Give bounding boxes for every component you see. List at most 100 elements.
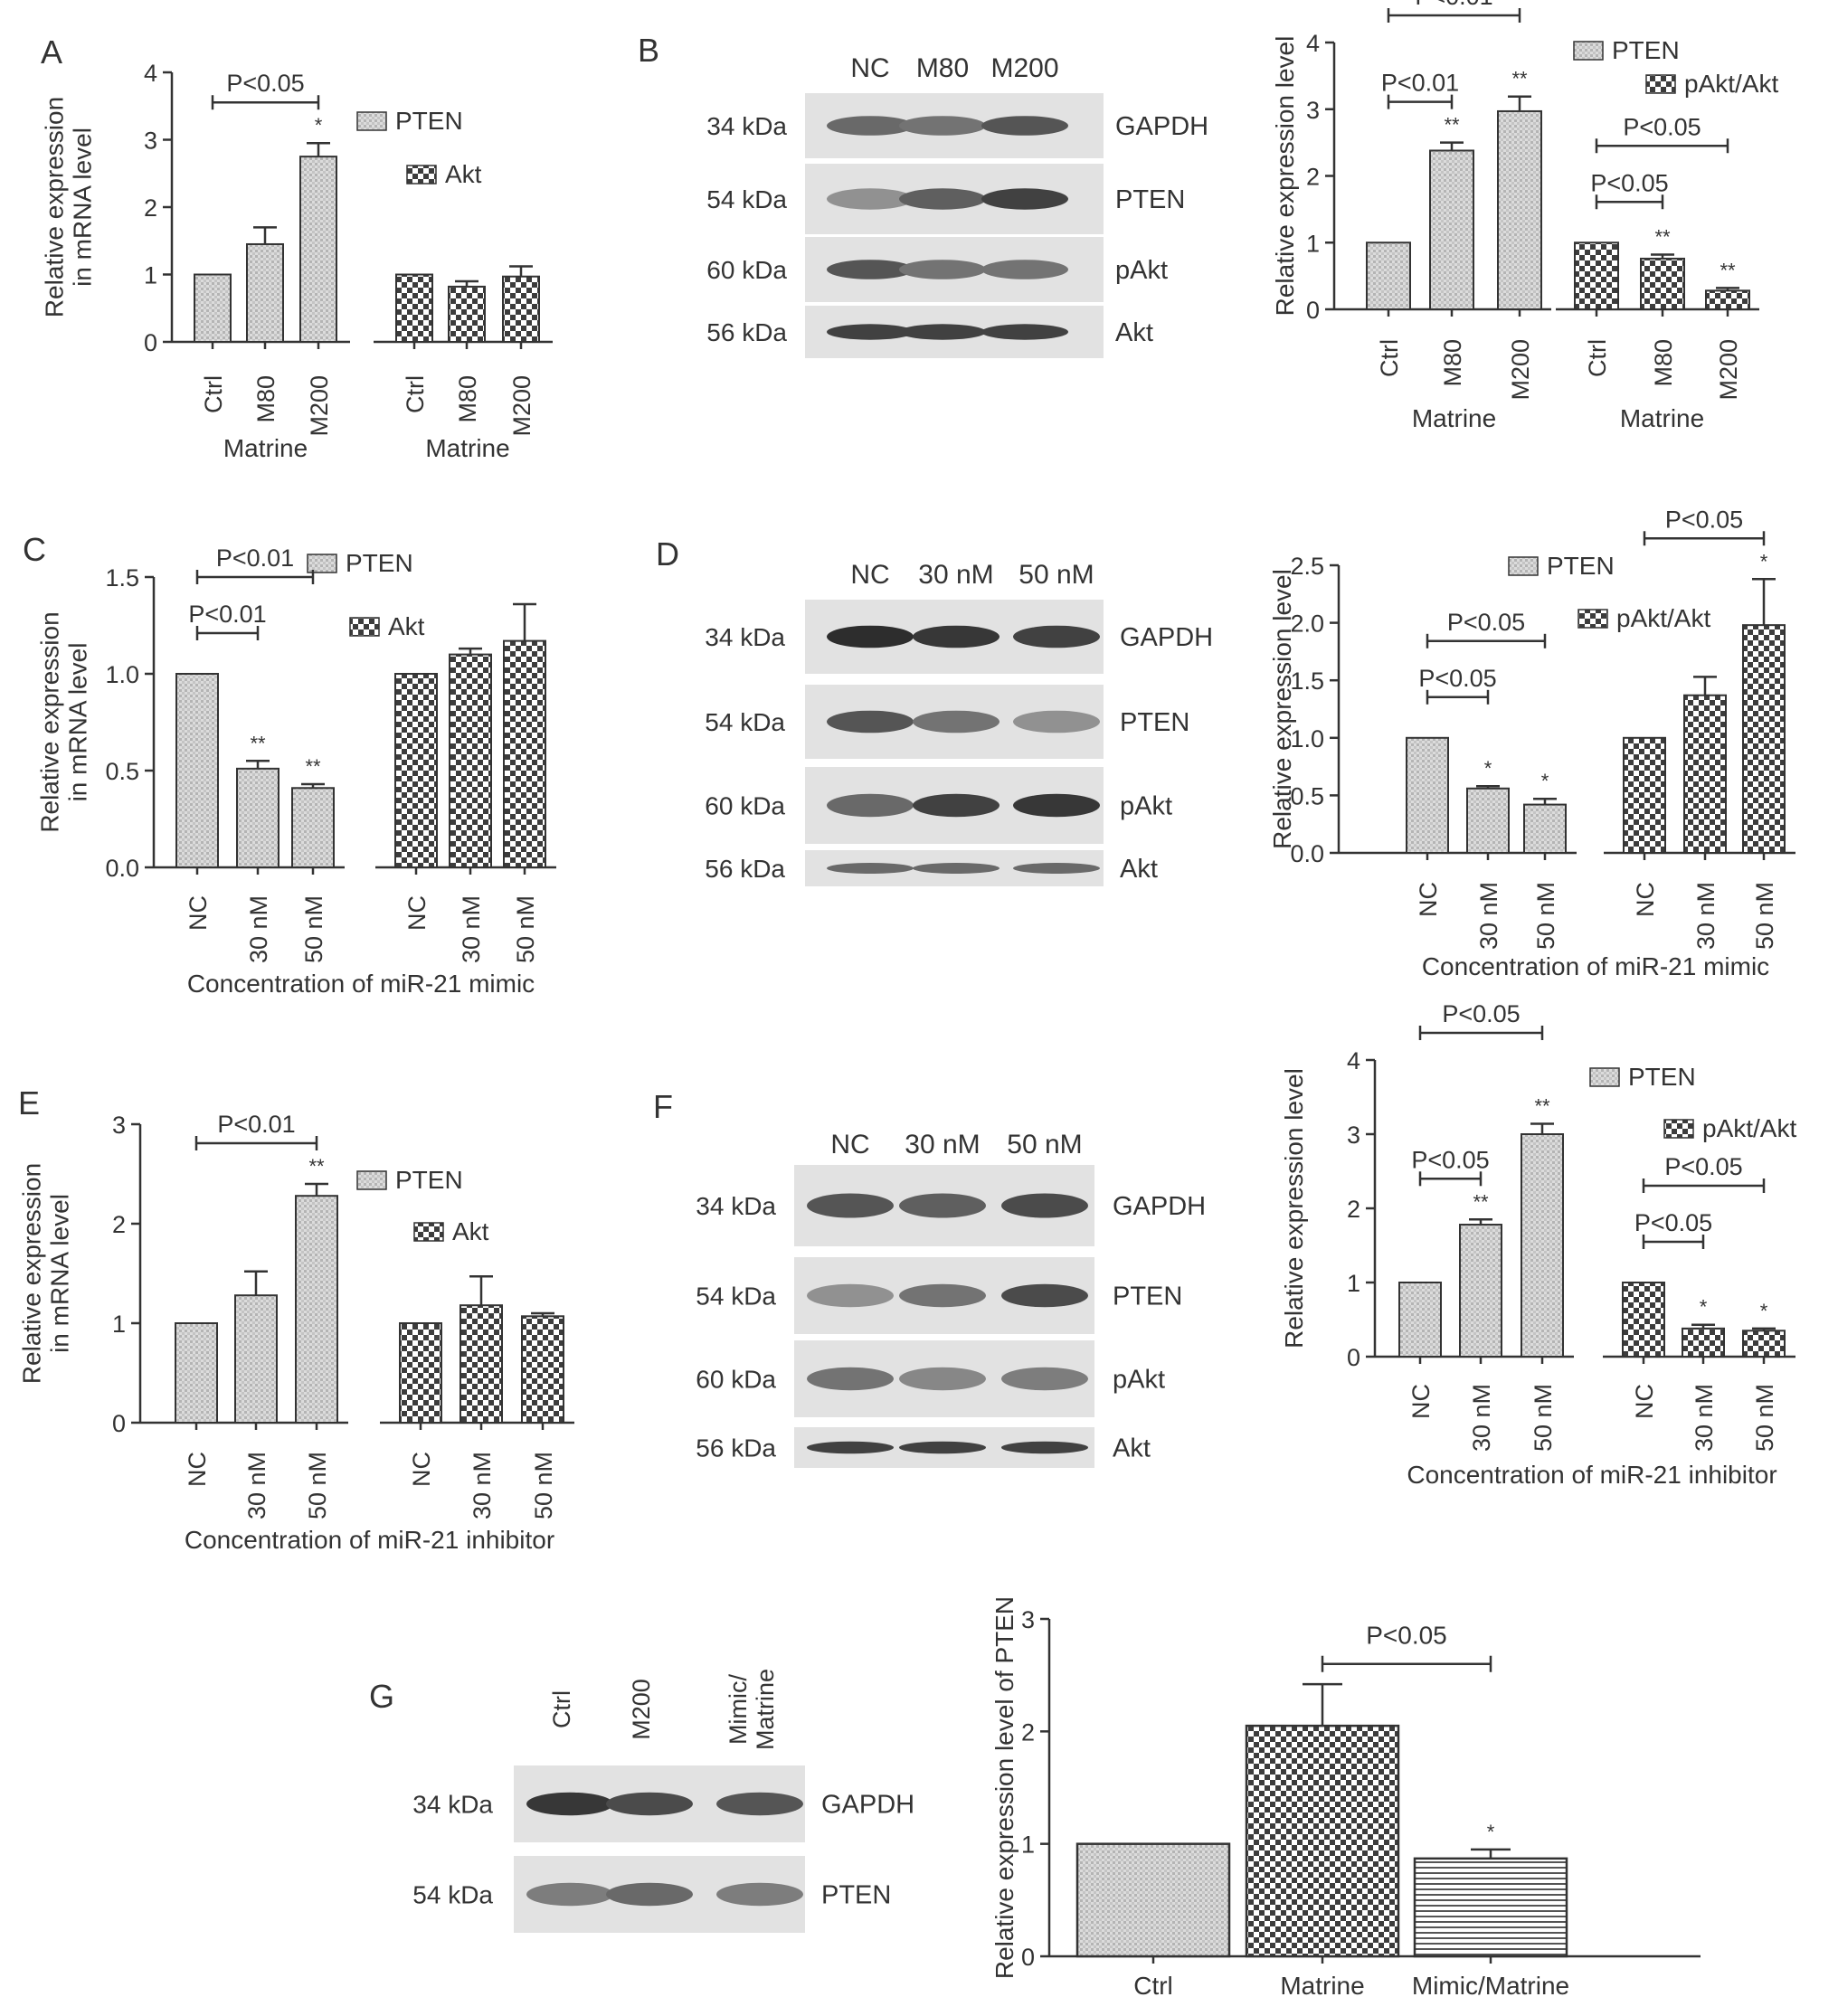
- significance-star: **: [1473, 1190, 1489, 1213]
- x-tick-label: M80: [1439, 339, 1466, 387]
- bar-b: [1640, 257, 1685, 311]
- kda-label: 60 kDa: [696, 1366, 776, 1394]
- y-tick-label: 1: [1021, 1831, 1035, 1859]
- bar-e: [295, 1195, 338, 1424]
- protein-label: pAkt: [1115, 256, 1168, 285]
- protein-band: [1001, 1283, 1088, 1308]
- bar-f: [1742, 1330, 1786, 1358]
- y-axis-label-group: Relative expressionin mRNA level: [36, 611, 92, 832]
- legend-label: Akt: [445, 160, 482, 188]
- x-tick-label: M200: [1715, 339, 1742, 401]
- y-tick-label: 2: [1021, 1718, 1035, 1746]
- x-tick-label: 50 nM: [530, 1452, 557, 1519]
- x-tick-label: M200: [306, 375, 333, 437]
- x-tick-label: 30 nM: [458, 895, 485, 963]
- y-tick-label: 1: [1306, 230, 1320, 257]
- protein-band: [913, 710, 1000, 734]
- kda-label: 54 kDa: [696, 1282, 776, 1311]
- protein-band: [981, 260, 1068, 279]
- bar-f: [1682, 1327, 1725, 1358]
- y-tick-label: 0: [1347, 1344, 1360, 1371]
- y-axis-label: Relative expression level: [1280, 1068, 1308, 1349]
- panel-label: A: [41, 33, 62, 71]
- bar-b: [1705, 289, 1750, 311]
- protein-label: Akt: [1113, 1434, 1151, 1463]
- protein-band: [1013, 710, 1100, 734]
- legend-swatch: [1663, 1119, 1694, 1139]
- x-tick-label: 50 nM: [1751, 882, 1778, 950]
- y-axis-label-group: Relative expression level: [1271, 36, 1299, 317]
- lane-label-group: M200: [628, 1679, 655, 1740]
- protein-band: [807, 1367, 894, 1391]
- protein-band: [899, 1441, 986, 1454]
- y-tick-label: 3: [144, 128, 157, 155]
- bar-a: [246, 242, 284, 344]
- bar-a: [448, 285, 486, 344]
- y-axis-label-group: Relative expression level of PTEN: [990, 1596, 1018, 1979]
- x-tick-label: Ctrl: [402, 375, 429, 413]
- legend-swatch: [356, 111, 387, 131]
- legend-swatch: [1577, 609, 1608, 629]
- y-tick-label: 1: [1347, 1270, 1360, 1297]
- protein-label: GAPDH: [1113, 1192, 1206, 1221]
- significance-star: **: [250, 732, 266, 754]
- y-tick-label: 0: [144, 329, 157, 356]
- legend-label: PTEN: [1628, 1063, 1696, 1091]
- p-value-label: P<0.01: [188, 601, 266, 628]
- x-tick-label: 30 nM: [243, 1452, 270, 1519]
- x-tick-label: 50 nM: [512, 895, 539, 963]
- y-axis-label: Relative expressionin mRNA level: [36, 611, 92, 832]
- y-axis-label-group: Relative expression level: [1268, 569, 1296, 849]
- y-tick-label: 0.0: [105, 855, 139, 882]
- x-tick-label: NC: [408, 1452, 435, 1487]
- bar-f: [1521, 1133, 1564, 1358]
- p-value-label: P<0.01: [1381, 70, 1459, 97]
- protein-label: pAkt: [1120, 792, 1172, 821]
- x-tick-label: 50 nM: [1530, 1384, 1557, 1452]
- significance-star: **: [1720, 259, 1736, 281]
- p-value-label: P<0.05: [1634, 1209, 1712, 1236]
- bar-f: [1622, 1282, 1665, 1358]
- x-tick-label: Ctrl: [1133, 1972, 1173, 2000]
- protein-band: [807, 1441, 894, 1454]
- protein-label: GAPDH: [1115, 112, 1208, 141]
- lane-label: NC: [850, 560, 889, 590]
- legend-label: PTEN: [1547, 552, 1615, 580]
- lane-label-group: Mimic/Matrine: [725, 1669, 779, 1750]
- protein-band: [899, 1193, 986, 1218]
- panel-label: G: [369, 1678, 394, 1715]
- legend-label: PTEN: [346, 549, 413, 577]
- bar-c: [291, 787, 335, 869]
- p-value-label: P<0.05: [1418, 665, 1496, 692]
- x-tick-label: M80: [252, 375, 279, 423]
- bar-e: [399, 1322, 442, 1424]
- protein-band: [1001, 1193, 1088, 1218]
- x-tick-label: 30 nM: [1692, 882, 1720, 950]
- kda-label: 56 kDa: [696, 1434, 776, 1462]
- y-tick-label: 0: [1306, 297, 1320, 324]
- y-tick-label: 1.5: [1290, 667, 1324, 695]
- p-value-label: P<0.05: [226, 70, 304, 97]
- lane-label: NC: [830, 1130, 869, 1159]
- protein-band: [606, 1882, 693, 1907]
- lane-label-group: Ctrl: [548, 1690, 575, 1728]
- p-value-label: P<0.05: [1664, 1153, 1742, 1180]
- protein-label: PTEN: [821, 1881, 891, 1910]
- protein-band: [526, 1792, 613, 1816]
- x-tick-label: M200: [508, 375, 535, 437]
- x-tick-label: 50 nM: [1532, 882, 1559, 950]
- bar-e: [234, 1294, 278, 1424]
- protein-band: [1001, 1441, 1088, 1454]
- bar-e: [521, 1315, 564, 1424]
- kda-label: 54 kDa: [412, 1881, 493, 1909]
- bar-e: [460, 1304, 503, 1424]
- blot-d: D NC 30 nM 50 nM 34 kDa GAPDH 54 kDa PTEN 60 kDa…: [656, 535, 1213, 886]
- y-tick-label: 2: [1347, 1196, 1360, 1223]
- x-tick-label: 50 nM: [304, 1452, 331, 1519]
- x-tick-label: NC: [1631, 1384, 1658, 1419]
- x-tick-label: M80: [454, 375, 481, 423]
- x-axis-label: Matrine: [1620, 404, 1704, 432]
- x-tick-label: Mimic/Matrine: [1412, 1972, 1569, 2000]
